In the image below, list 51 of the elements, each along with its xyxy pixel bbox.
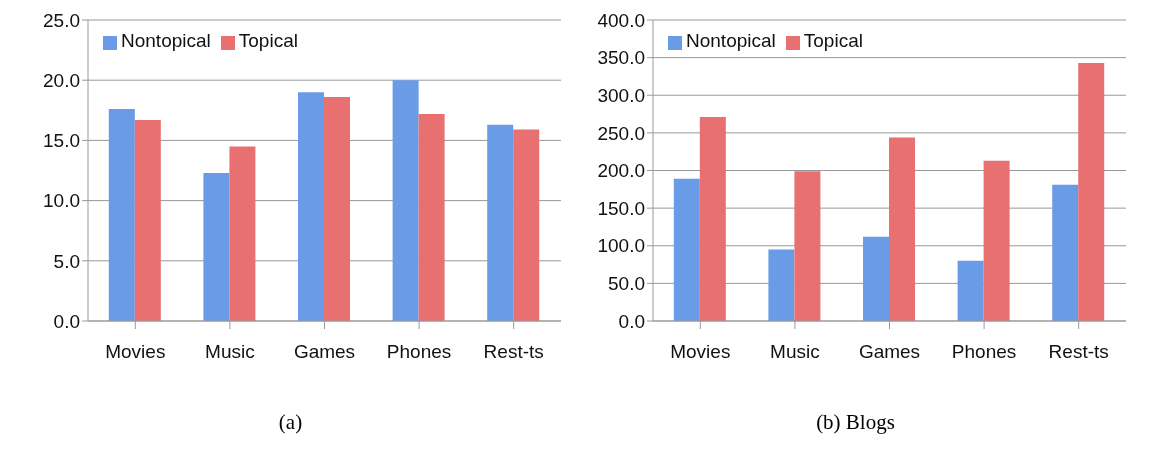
x-tick-label: Games [293, 341, 356, 363]
bar [324, 97, 351, 321]
y-tick-label: 300.0 [597, 85, 645, 106]
text: (b) Blogs [815, 410, 896, 435]
bar [203, 172, 230, 321]
x-tick-label: Movies [105, 341, 166, 363]
bar [983, 160, 1010, 321]
bar [418, 113, 445, 321]
y-tick-label: 0.0 [53, 310, 80, 332]
bar [134, 119, 161, 321]
y-tick-label: 50.0 [608, 273, 645, 295]
bar [768, 249, 795, 321]
legend-label: Nontopical [121, 30, 211, 51]
y-tick-label: 15.0 [43, 130, 80, 152]
bar [513, 129, 540, 321]
y-tick-label: 25.0 [43, 9, 80, 31]
x-tick-label: Rest-ts [1048, 341, 1109, 363]
bar [699, 117, 726, 321]
y-tick-label: 200.0 [597, 160, 645, 182]
y-tick-label: 250.0 [597, 122, 645, 144]
bar [108, 109, 135, 321]
x-tick-label: Games [858, 341, 921, 363]
x-tick-label: Phones [386, 341, 452, 363]
x-tick-label: Phones [951, 341, 1017, 363]
legend-label: Topical [238, 30, 298, 51]
x-tick-label: Rest-ts [483, 341, 544, 363]
y-tick-label: 0.0 [618, 310, 645, 332]
legend-label: Topical [803, 30, 863, 51]
bar [229, 146, 256, 321]
y-tick-label: 5.0 [53, 250, 80, 272]
y-tick-label: 350.0 [597, 47, 645, 69]
bar [863, 236, 890, 321]
bar [1052, 184, 1079, 321]
y-tick-label: 20.0 [43, 69, 80, 91]
y-tick-label: 150.0 [597, 197, 645, 219]
y-tick-label: 100.0 [597, 235, 645, 257]
x-tick-label: Music [205, 341, 255, 363]
bar [673, 178, 700, 321]
bar [889, 137, 916, 321]
text: (a) [277, 410, 304, 435]
legend-label: Nontopical [686, 30, 776, 51]
x-tick-label: Movies [670, 341, 731, 363]
y-tick-label: 10.0 [43, 190, 80, 212]
x-tick-label: Music [770, 341, 820, 363]
bar [957, 260, 984, 321]
bar [298, 92, 325, 321]
bar [487, 124, 514, 321]
bar [794, 171, 821, 321]
bar [1078, 62, 1105, 321]
y-tick-label: 400.0 [597, 9, 645, 31]
bar [392, 80, 419, 321]
